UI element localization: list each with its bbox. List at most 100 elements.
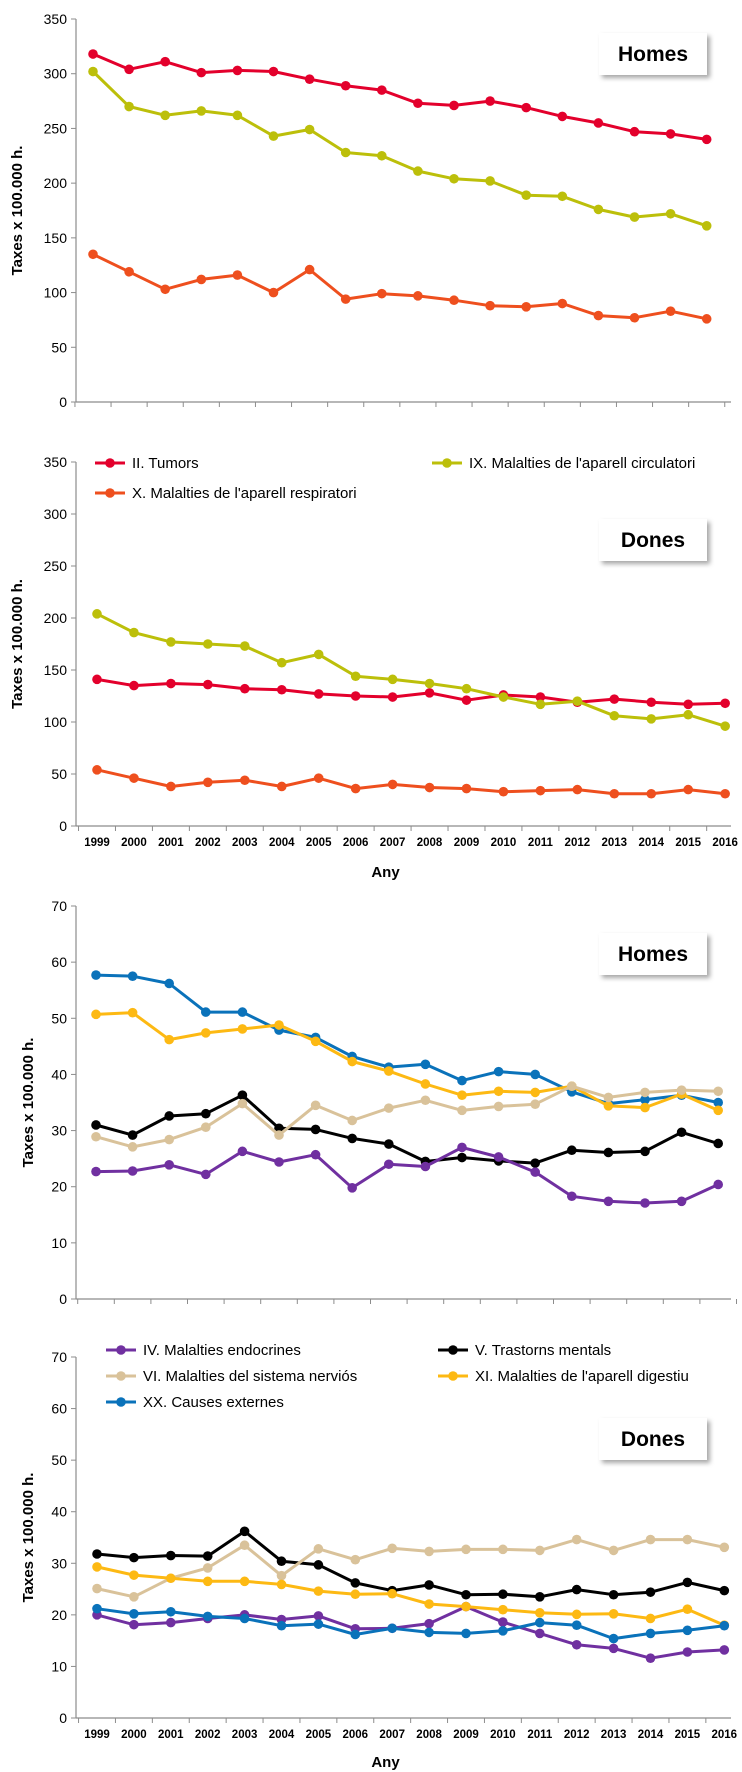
data-point bbox=[713, 1086, 723, 1097]
data-point bbox=[449, 100, 459, 111]
data-point bbox=[387, 674, 398, 685]
data-point bbox=[239, 1526, 250, 1537]
y-tick-label: 40 bbox=[51, 1066, 67, 1082]
x-tick-label: 2002 bbox=[195, 1729, 221, 1741]
data-point bbox=[665, 129, 676, 139]
chart-title: Homes bbox=[618, 43, 688, 66]
data-point bbox=[239, 1613, 250, 1624]
data-point bbox=[608, 1633, 619, 1644]
legend-label: IV. Malalties endocrines bbox=[143, 1342, 301, 1359]
data-point bbox=[424, 688, 435, 698]
data-point bbox=[572, 784, 583, 795]
x-tick-label: 2016 bbox=[712, 837, 738, 849]
data-point bbox=[203, 777, 213, 788]
data-point bbox=[340, 294, 351, 304]
legend: II. Tumors IX. Malalties de l'aparell cir… bbox=[95, 455, 695, 502]
data-point bbox=[274, 1130, 284, 1140]
data-point bbox=[274, 1157, 284, 1167]
series-line bbox=[94, 1011, 720, 1112]
legend-swatch-marker bbox=[105, 458, 115, 468]
data-point bbox=[276, 781, 287, 792]
data-point bbox=[202, 1551, 213, 1561]
y-tick-label: 100 bbox=[44, 285, 68, 301]
data-point bbox=[129, 1619, 139, 1630]
x-tick-label: 2005 bbox=[306, 1729, 332, 1741]
data-point bbox=[461, 683, 472, 694]
data-point bbox=[646, 714, 657, 724]
data-point bbox=[603, 1101, 614, 1111]
data-point bbox=[166, 637, 176, 647]
data-point bbox=[603, 1196, 614, 1207]
y-tick-label: 70 bbox=[51, 1349, 67, 1365]
data-point bbox=[498, 1626, 508, 1636]
legend-label: VI. Malalties del sistema nerviós bbox=[143, 1368, 357, 1385]
data-point bbox=[493, 1066, 504, 1077]
y-tick-label: 30 bbox=[51, 1123, 67, 1139]
data-point bbox=[127, 1166, 138, 1176]
x-tick-label: 2009 bbox=[454, 837, 480, 849]
x-tick-label: 2014 bbox=[638, 1729, 664, 1741]
chart-title-badge: Dones bbox=[599, 1418, 707, 1460]
y-tick-label: 40 bbox=[51, 1504, 67, 1520]
data-point bbox=[91, 1131, 101, 1142]
y-tick-label: 50 bbox=[51, 1010, 67, 1026]
legend-item: II. Tumors bbox=[95, 455, 199, 472]
data-point bbox=[521, 301, 531, 312]
data-point bbox=[567, 1081, 577, 1092]
data-point bbox=[129, 627, 139, 638]
data-point bbox=[572, 696, 583, 706]
data-point bbox=[124, 64, 134, 75]
data-point bbox=[629, 126, 640, 137]
data-point bbox=[166, 781, 176, 792]
data-point bbox=[535, 699, 546, 710]
data-point bbox=[384, 1159, 394, 1170]
legend-item: IV. Malalties endocrines bbox=[106, 1342, 301, 1359]
series-1 bbox=[92, 1601, 730, 1663]
y-tick-label: 10 bbox=[51, 1235, 67, 1251]
data-point bbox=[640, 1087, 650, 1098]
y-tick-label: 30 bbox=[51, 1555, 67, 1571]
data-point bbox=[313, 1611, 324, 1621]
data-point bbox=[420, 1079, 431, 1089]
data-point bbox=[713, 1138, 723, 1149]
y-tick-label: 250 bbox=[44, 120, 68, 136]
x-tick-label: 2005 bbox=[306, 837, 332, 849]
data-point bbox=[720, 698, 730, 709]
data-point bbox=[196, 106, 207, 116]
data-point bbox=[92, 1603, 102, 1614]
series-line bbox=[91, 52, 709, 141]
data-point bbox=[719, 1585, 730, 1596]
legend-item: IX. Malalties de l'aparell circulatori bbox=[432, 455, 695, 472]
data-point bbox=[461, 1628, 471, 1639]
chart-panel-3: 0 10 20 30 40 50 60 70 Taxes x 100.000 h. Homes bbox=[20, 898, 737, 1307]
chart-panel-1: 0 50 100 150 200 250 300 350 Taxes x 100.000 h. H… bbox=[9, 11, 731, 410]
y-tick-label: 150 bbox=[44, 230, 68, 246]
data-point bbox=[676, 1196, 687, 1207]
series-4 bbox=[92, 1562, 730, 1630]
legend-label: X. Malalties de l'aparell respiratori bbox=[132, 485, 357, 502]
data-point bbox=[350, 1554, 361, 1565]
data-point bbox=[608, 1589, 619, 1600]
series-2 bbox=[92, 609, 730, 731]
series-2 bbox=[92, 1526, 730, 1602]
data-point bbox=[420, 1095, 431, 1106]
data-point bbox=[593, 118, 604, 128]
data-point bbox=[640, 1102, 650, 1113]
data-point bbox=[129, 1609, 139, 1619]
data-point bbox=[313, 1619, 324, 1629]
data-point bbox=[701, 221, 712, 231]
data-point bbox=[384, 1103, 394, 1113]
data-point bbox=[232, 270, 243, 280]
series-line bbox=[95, 1607, 726, 1641]
data-point bbox=[274, 1020, 284, 1030]
data-point bbox=[457, 1090, 467, 1101]
series-5 bbox=[92, 1603, 730, 1644]
data-point bbox=[129, 1552, 139, 1563]
data-point bbox=[88, 249, 98, 260]
data-point bbox=[535, 1617, 545, 1628]
legend: IV. Malalties endocrines V. Trastorns men… bbox=[106, 1342, 689, 1411]
x-tick-label: 2001 bbox=[158, 837, 184, 849]
data-point bbox=[424, 782, 435, 793]
y-tick-label: 350 bbox=[44, 11, 68, 27]
data-point bbox=[91, 1166, 101, 1177]
